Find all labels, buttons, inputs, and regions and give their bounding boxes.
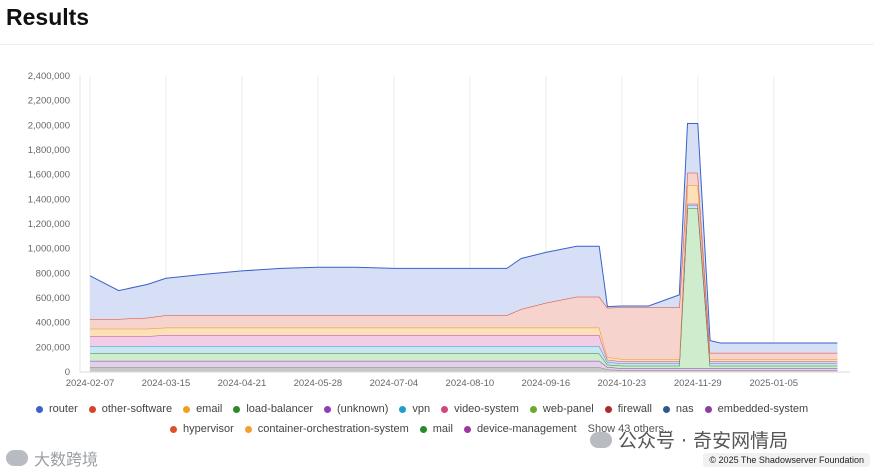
x-tick-label: 2024-04-21 xyxy=(218,378,267,389)
brand-logo-icon xyxy=(6,450,28,466)
legend-dot-icon xyxy=(419,425,427,433)
y-tick-label: 600,000 xyxy=(36,293,70,304)
area-series-other[interactable] xyxy=(90,367,838,372)
legend-item-unknown[interactable]: (unknown) xyxy=(324,403,388,415)
x-tick-label: 2024-09-16 xyxy=(522,378,571,389)
legend-row-secondary: hypervisor container-orchestration-system… xyxy=(170,423,673,435)
legend-dot-icon xyxy=(233,405,241,413)
legend-label: mail xyxy=(432,423,453,435)
legend-item-firewall[interactable]: firewall xyxy=(604,403,652,415)
y-tick-label: 1,200,000 xyxy=(28,219,70,230)
legend-label: container-orchestration-system xyxy=(257,423,409,435)
x-tick-label: 2024-10-23 xyxy=(598,378,647,389)
y-axis: 0 200,000 400,000 600,000 800,000 1,000,000 1,… xyxy=(28,71,81,378)
legend-item-other-software[interactable]: other-software xyxy=(88,403,173,415)
area-series-vpn[interactable] xyxy=(90,205,838,366)
y-tick-label: 200,000 xyxy=(36,342,70,353)
legend-dot-icon xyxy=(441,405,449,413)
y-tick-label: 400,000 xyxy=(36,318,70,329)
x-tick-label: 2024-11-29 xyxy=(674,378,722,389)
legend-item-embedded-system[interactable]: embedded-system xyxy=(704,403,809,415)
legend-item-router[interactable]: router xyxy=(36,403,78,415)
legend-dot-icon xyxy=(399,405,407,413)
legend-dot-icon xyxy=(88,405,96,413)
title-divider xyxy=(0,44,874,45)
legend-label: load-balancer xyxy=(246,403,314,415)
y-tick-label: 2,000,000 xyxy=(28,120,70,131)
legend-dot-icon xyxy=(529,405,537,413)
x-tick-label: 2024-02-07 xyxy=(66,378,115,389)
legend-dot-icon xyxy=(662,405,670,413)
legend-item-hypervisor[interactable]: hypervisor xyxy=(170,423,234,435)
legend-dot-icon xyxy=(604,405,612,413)
legend-item-mail[interactable]: mail xyxy=(419,423,453,435)
legend-label: video-system xyxy=(454,403,519,415)
legend-item-video-system[interactable]: video-system xyxy=(441,403,519,415)
copyright-badge: © 2025 The Shadowserver Foundation xyxy=(703,453,870,467)
area-series-layer xyxy=(89,123,838,372)
legend-dot-icon xyxy=(244,425,252,433)
x-axis: 2024-02-07 2024-03-15 2024-04-21 2024-05-28… xyxy=(66,371,850,389)
legend-label: hypervisor xyxy=(183,423,234,435)
legend-item-container-orchestration-system[interactable]: container-orchestration-system xyxy=(244,423,409,435)
legend-item-web-panel[interactable]: web-panel xyxy=(529,403,594,415)
watermark-right-text: 公众号 · 奇安网情局 xyxy=(618,430,789,452)
show-more-link[interactable]: Show 43 others... xyxy=(587,423,674,435)
legend-item-nas[interactable]: nas xyxy=(662,403,694,415)
legend-dot-icon xyxy=(324,405,332,413)
x-tick-label: 2024-08-10 xyxy=(446,378,495,389)
y-tick-label: 0 xyxy=(65,367,70,378)
legend-label: device-management xyxy=(476,423,577,435)
page-title: Results xyxy=(6,4,90,30)
watermark-left-text: 大数跨境 xyxy=(34,450,99,469)
wechat-icon xyxy=(590,431,612,448)
legend-dot-icon xyxy=(170,425,177,433)
x-tick-label: 2024-07-04 xyxy=(370,378,419,389)
watermark-logo-left: 大数跨境 xyxy=(6,446,98,470)
legend-dot-icon xyxy=(183,405,191,413)
area-series-embedded-system[interactable] xyxy=(90,360,838,371)
legend-dot-icon xyxy=(36,405,43,413)
area-series-router[interactable] xyxy=(90,123,838,353)
y-tick-label: 1,400,000 xyxy=(28,194,70,205)
x-tick-label: 2024-03-15 xyxy=(142,378,191,389)
y-tick-label: 800,000 xyxy=(36,268,70,279)
legend-label: vpn xyxy=(412,403,431,415)
legend-label: router xyxy=(49,403,78,415)
y-tick-label: 2,400,000 xyxy=(28,71,70,82)
legend-label: embedded-system xyxy=(717,403,809,415)
legend-dot-icon xyxy=(704,405,712,413)
stacked-area-chart[interactable]: 0 200,000 400,000 600,000 800,000 1,000,000 1,… xyxy=(0,0,874,400)
legend-dot-icon xyxy=(463,425,471,433)
legend-label: other-software xyxy=(101,403,173,415)
y-tick-label: 1,000,000 xyxy=(28,244,70,255)
x-tick-label: 2025-01-05 xyxy=(749,378,798,389)
y-tick-label: 2,200,000 xyxy=(28,96,70,107)
y-tick-label: 1,800,000 xyxy=(28,145,70,156)
area-series-web-panel[interactable] xyxy=(90,208,838,369)
y-tick-label: 1,600,000 xyxy=(28,170,70,181)
line-series-router xyxy=(89,123,838,344)
legend-label: web-panel xyxy=(542,403,594,415)
area-series-other-software[interactable] xyxy=(90,172,838,360)
legend-item-device-management[interactable]: device-management xyxy=(463,423,577,435)
legend-row-primary: router other-software email load-balancer (u… xyxy=(36,403,819,415)
x-tick-label: 2024-05-28 xyxy=(294,378,343,389)
legend-item-vpn[interactable]: vpn xyxy=(399,403,430,415)
legend-label: (unknown) xyxy=(337,403,389,415)
legend-label: email xyxy=(196,403,223,415)
legend-item-load-balancer[interactable]: load-balancer xyxy=(233,403,313,415)
legend-item-email[interactable]: email xyxy=(183,403,222,415)
legend-label: firewall xyxy=(617,403,652,415)
watermark-logo-right: 公众号 · 奇安网情局 xyxy=(590,426,788,453)
legend-label: nas xyxy=(675,403,694,415)
